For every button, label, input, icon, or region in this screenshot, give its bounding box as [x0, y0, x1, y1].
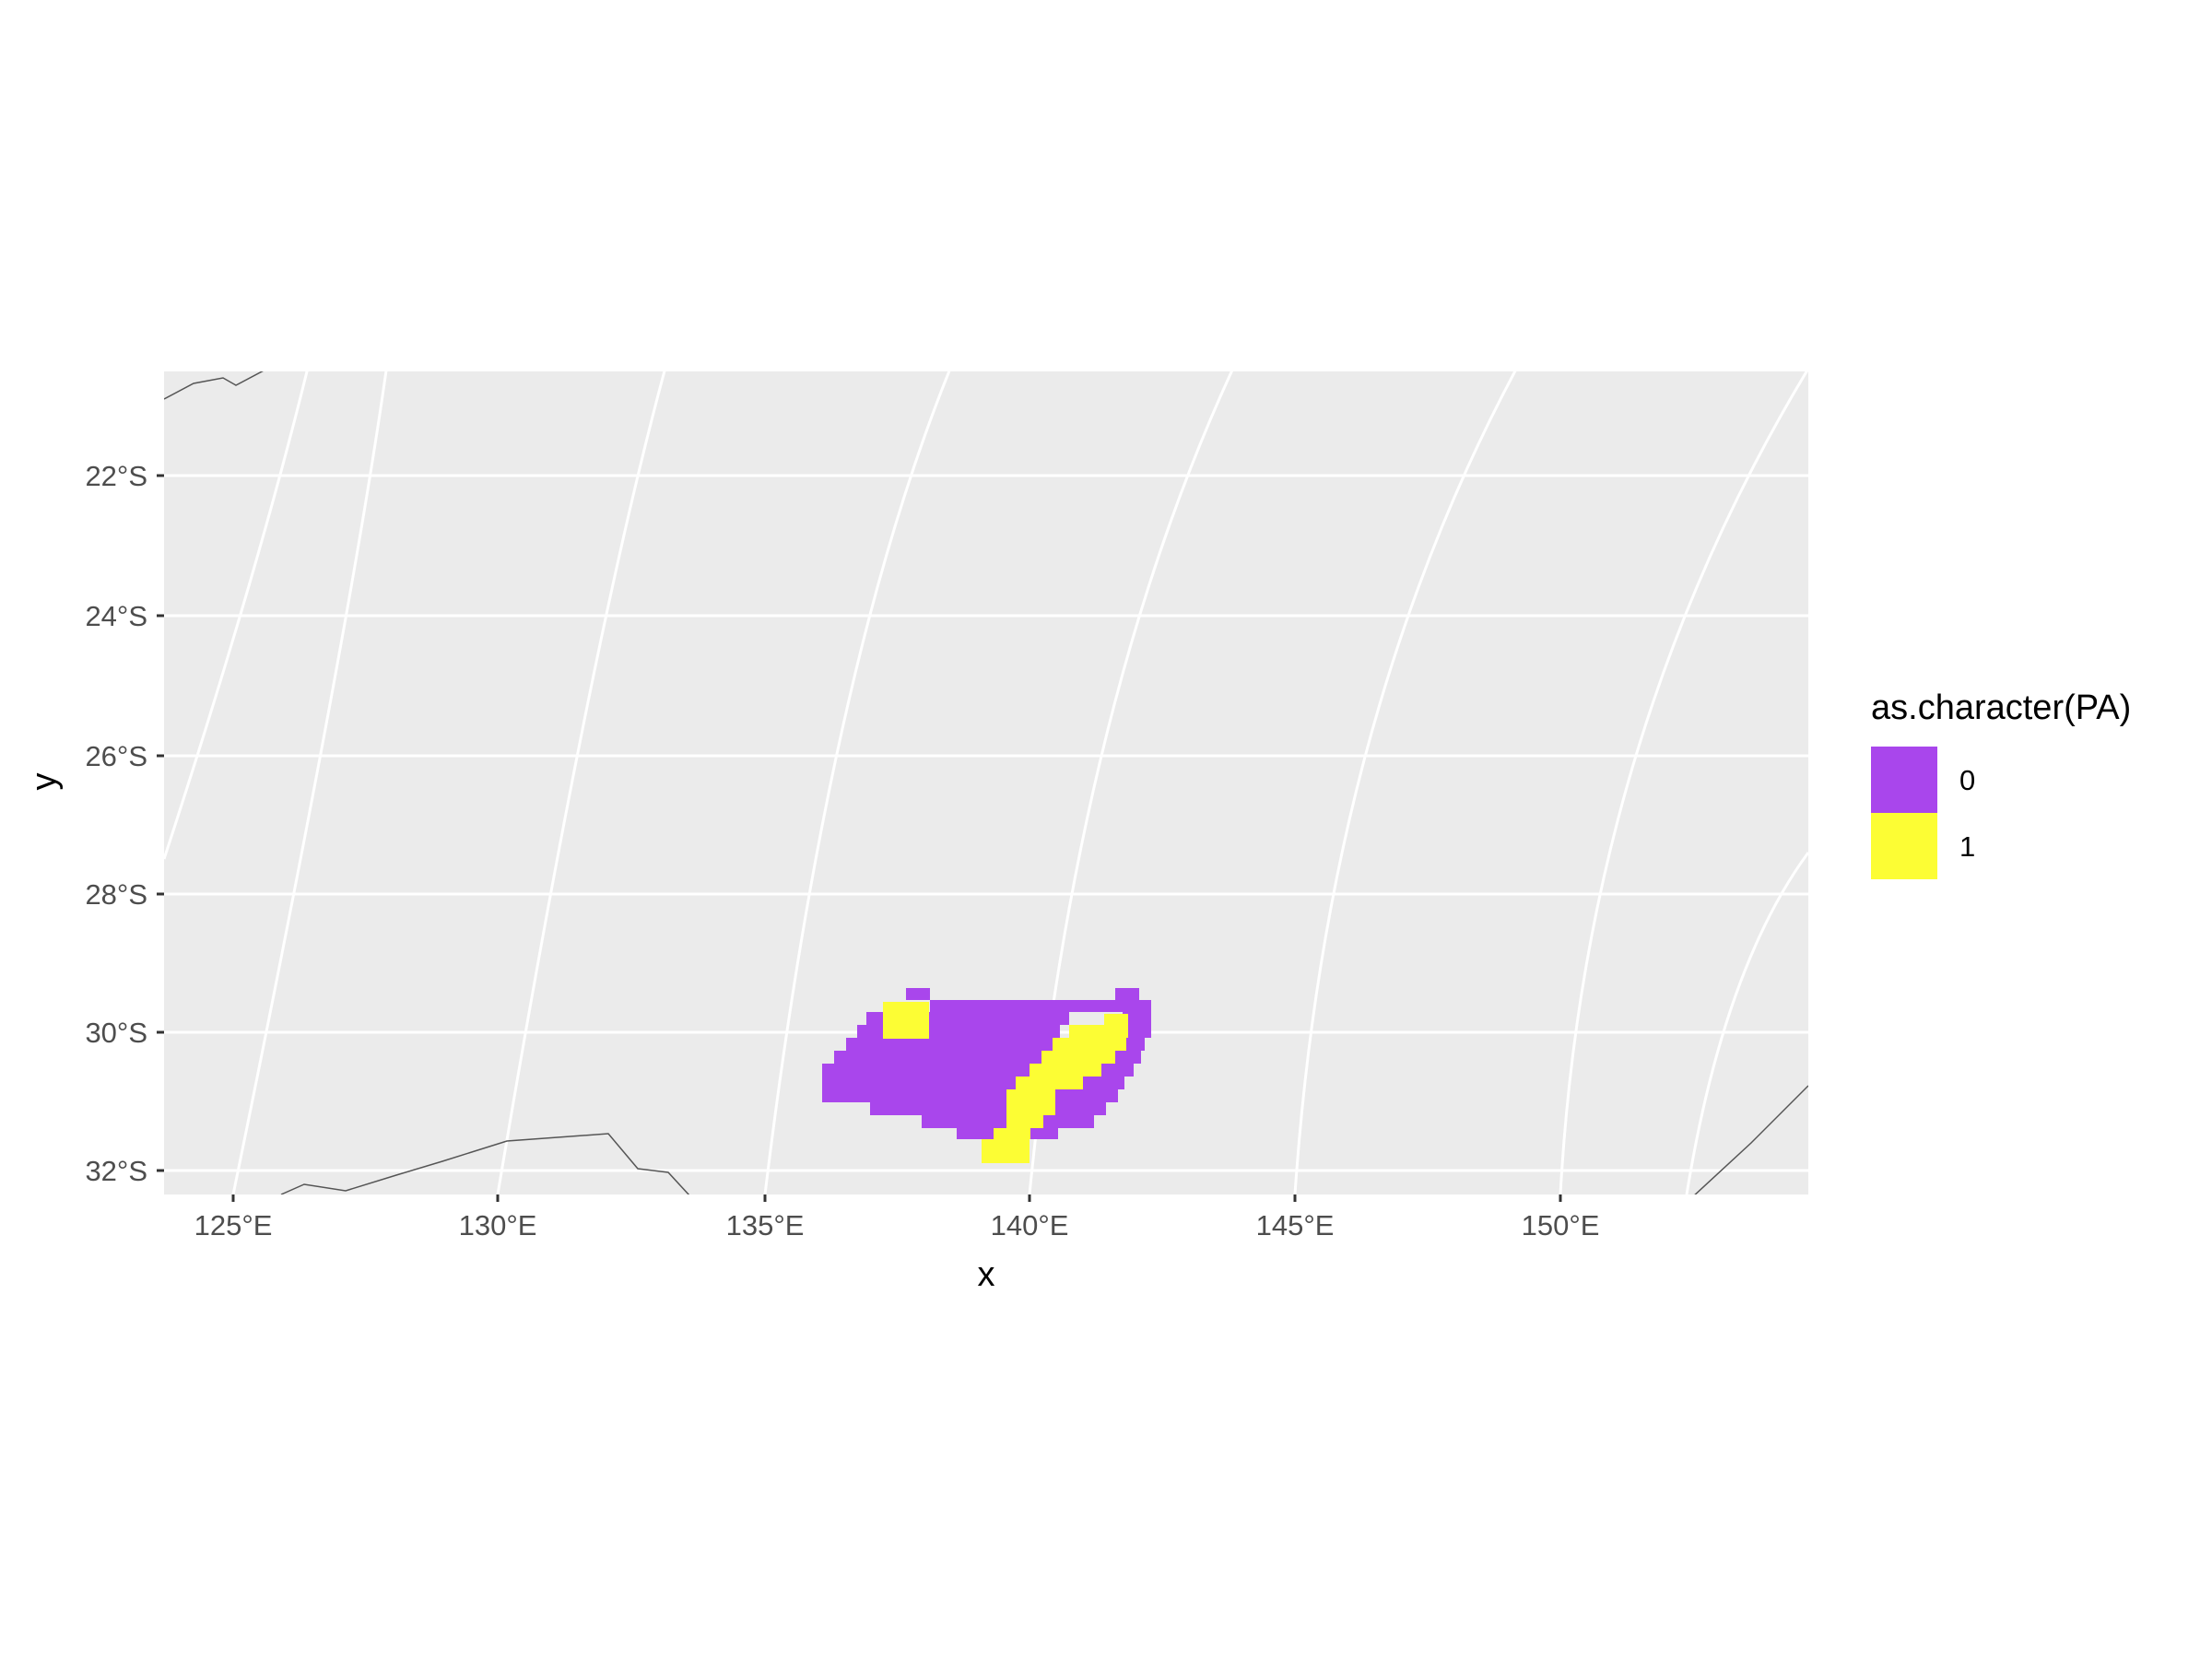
x-tick-label: 125°E [194, 1209, 273, 1241]
raster-cell [994, 1128, 1030, 1139]
x-axis: 125°E 130°E 135°E 140°E 145°E 150°E [194, 1194, 1600, 1241]
raster-cell [957, 1128, 994, 1139]
gridline-125e [231, 371, 388, 1194]
raster-cell [1115, 1051, 1141, 1064]
raster-cell [1043, 1115, 1094, 1128]
raster-cell [982, 1139, 1030, 1163]
legend-label-1: 1 [1959, 830, 1975, 863]
raster-cell [1069, 1025, 1128, 1038]
raster-cell [822, 1077, 1016, 1089]
legend: as.character(PA) 0 1 [1871, 688, 2131, 879]
coastline-south [280, 1133, 690, 1194]
y-tick-label: 26°S [85, 740, 147, 772]
x-tick-label: 140°E [991, 1209, 1069, 1241]
raster-cell [822, 1089, 1006, 1102]
coastline-northwest [164, 371, 264, 400]
x-axis-title: x [978, 1255, 995, 1294]
raster-cell [822, 1064, 1030, 1077]
raster-cell [1053, 1038, 1126, 1051]
coastline-southeast [1694, 1085, 1808, 1194]
gridline-145e [1293, 371, 1517, 1194]
raster-cell [1030, 1064, 1101, 1077]
x-tick-label: 130°E [459, 1209, 537, 1241]
legend-title: as.character(PA) [1871, 688, 2131, 727]
legend-key-0 [1871, 747, 1937, 813]
raster-cell [1128, 1025, 1151, 1038]
raster-cell [866, 1012, 885, 1025]
raster-cell [922, 1025, 1060, 1038]
raster-cell [1123, 1012, 1151, 1025]
y-tick-label: 24°S [85, 600, 147, 632]
y-tick-label: 30°S [85, 1017, 147, 1049]
longitude-gridlines [164, 371, 1808, 1194]
raster-cell [1115, 988, 1139, 1000]
raster-cell [834, 1051, 1041, 1064]
x-tick-label: 145°E [1256, 1209, 1335, 1241]
raster-cell [1041, 1051, 1115, 1064]
gridline-135e [763, 371, 951, 1194]
x-tick-label: 135°E [726, 1209, 805, 1241]
latitude-gridlines [164, 474, 1808, 1172]
raster-cell [1016, 1077, 1083, 1089]
legend-key-1 [1871, 813, 1937, 879]
raster-value-0 [822, 988, 1151, 1139]
gridline-130e [496, 371, 666, 1194]
raster-cell [846, 1038, 1053, 1051]
x-tick-label: 150°E [1522, 1209, 1600, 1241]
raster-cell [1006, 1102, 1055, 1115]
raster-cell [857, 1025, 883, 1038]
raster-cell [1030, 1128, 1058, 1139]
raster-value-1 [883, 1002, 1128, 1163]
y-tick-label: 28°S [85, 878, 147, 911]
raster-cell [1101, 1064, 1134, 1077]
raster-cell [1055, 1102, 1106, 1115]
raster-cell [906, 988, 930, 1000]
y-tick-label: 32°S [85, 1155, 147, 1187]
raster-cell [870, 1102, 1006, 1115]
raster-cell [1104, 1014, 1128, 1025]
raster-cell [883, 1002, 929, 1039]
raster-cell [1055, 1089, 1118, 1102]
y-axis-title: y [25, 773, 64, 791]
raster-cell [930, 1000, 1114, 1012]
y-tick-label: 22°S [85, 460, 147, 492]
raster-cell [1006, 1089, 1055, 1102]
raster-cell [1083, 1077, 1124, 1089]
y-axis: 22°S 24°S 26°S 28°S 30°S 32°S [85, 460, 164, 1187]
legend-label-0: 0 [1959, 764, 1975, 796]
raster-cell [922, 1012, 1069, 1025]
gridline-150e [1559, 371, 1808, 1194]
raster-cell [1114, 1000, 1151, 1012]
gridline-155e [1685, 852, 1808, 1194]
raster-cell [1126, 1038, 1145, 1051]
gridline-120e [164, 371, 309, 860]
raster-cell [922, 1115, 1006, 1128]
coastlines [164, 371, 1808, 1194]
raster-cell [1006, 1115, 1043, 1128]
